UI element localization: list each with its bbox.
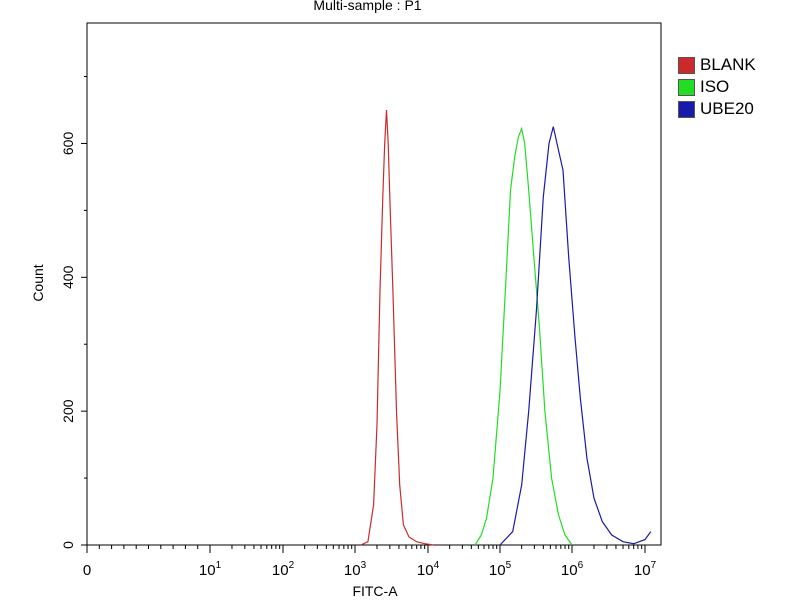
legend-swatch-blank: [678, 56, 695, 74]
legend-label-blank: BLANK: [700, 55, 756, 74]
x-tick-label-10000000: 107: [634, 560, 657, 579]
legend-label-ube20: UBE20: [700, 99, 754, 118]
x-tick-label-100000: 105: [489, 560, 512, 579]
x-tick-label-10: 101: [199, 560, 222, 579]
series-line-ube20: [499, 126, 652, 546]
chart-title: Multi-sample : P1: [313, 0, 422, 13]
legend: BLANK ISO UBE20: [678, 54, 756, 120]
y-axis-label: Count: [30, 264, 46, 302]
x-tick-label-1000000: 106: [561, 560, 584, 579]
y-tick-label-600: 600: [60, 132, 76, 156]
x-tick-label-100: 102: [272, 560, 295, 579]
legend-swatch-ube20: [678, 100, 695, 118]
legend-item-ube20: UBE20: [678, 98, 756, 120]
series-line-blank: [360, 109, 434, 546]
y-tick-label-0: 0: [60, 541, 76, 549]
axis-ticks: 0 200 400 600 0 101 102 103 104 105 106 107: [60, 76, 657, 579]
x-axis-label: FITC-A: [352, 583, 398, 599]
y-tick-label-200: 200: [60, 399, 76, 423]
series-layer: [360, 109, 652, 546]
legend-item-iso: ISO: [678, 76, 756, 98]
legend-item-blank: BLANK: [678, 54, 756, 76]
x-tick-label-0: 0: [83, 562, 91, 579]
y-tick-label-400: 400: [60, 265, 76, 289]
legend-swatch-iso: [678, 78, 695, 96]
series-line-iso: [474, 126, 573, 546]
plot-frame: [86, 22, 662, 546]
legend-label-iso: ISO: [700, 77, 730, 96]
x-tick-label-1000: 103: [344, 560, 367, 579]
x-tick-label-10000: 104: [417, 560, 440, 579]
